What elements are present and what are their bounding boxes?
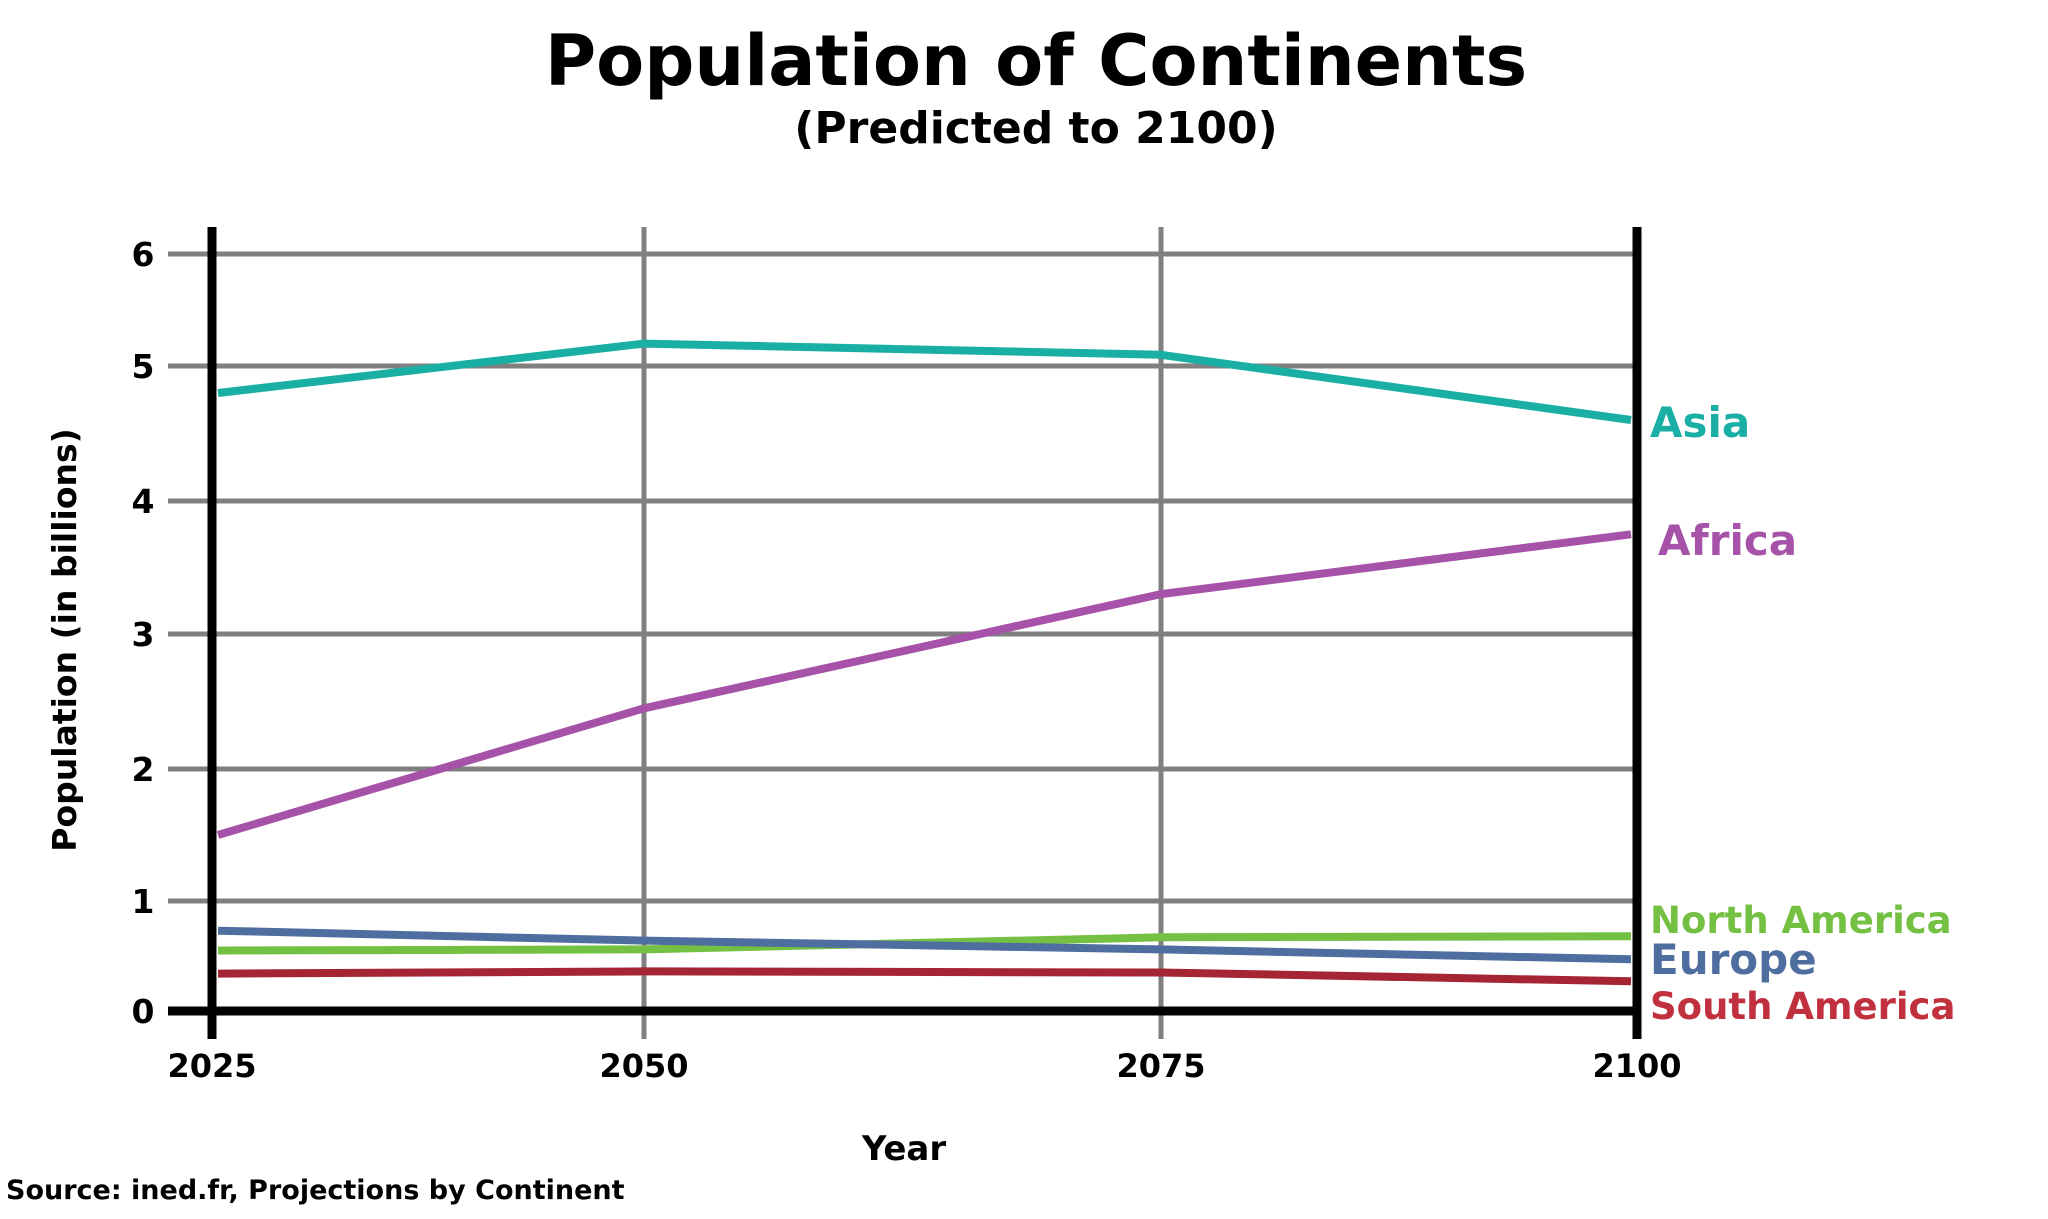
x-tick-label: 2025 xyxy=(167,1047,256,1085)
y-tick-label: 2 xyxy=(132,750,155,789)
x-tick-label: 2050 xyxy=(599,1047,688,1085)
y-tick-label: 0 xyxy=(132,992,155,1031)
series-label-south-america: South America xyxy=(1650,985,1955,1028)
series-layer xyxy=(211,339,1638,986)
series-label-africa: Africa xyxy=(1658,516,1797,565)
x-axis-title: Year xyxy=(861,1129,947,1169)
series-line-europe xyxy=(217,926,1632,964)
chart-title: Population of Continents xyxy=(545,20,1527,102)
ticks-layer: 0 1 2 3 4 5 6 2025 2050 2075 2100 xyxy=(132,235,1682,1085)
axes-layer xyxy=(168,227,1642,1039)
x-tick-label: 2075 xyxy=(1116,1047,1205,1085)
y-axis-title: Population (in billions) xyxy=(45,428,84,851)
series-label-europe: Europe xyxy=(1650,935,1817,984)
y-tick-label: 6 xyxy=(132,235,155,274)
y-tick-label: 4 xyxy=(132,482,155,521)
x-tick-label: 2100 xyxy=(1592,1047,1681,1085)
y-tick-label: 5 xyxy=(132,347,155,386)
series-line-asia xyxy=(217,339,1632,424)
series-label-asia: Asia xyxy=(1650,398,1750,447)
series-line-africa xyxy=(216,530,1632,839)
y-tick-label: 3 xyxy=(132,615,155,654)
grid-layer xyxy=(168,227,1637,1039)
y-tick-label: 1 xyxy=(132,882,155,921)
chart-subtitle: (Predicted to 2100) xyxy=(794,103,1277,154)
series-label-north-america: North America xyxy=(1650,899,1952,942)
source-note: Source: ined.fr, Projections by Continen… xyxy=(6,1175,625,1206)
series-line-south-america xyxy=(217,967,1632,986)
